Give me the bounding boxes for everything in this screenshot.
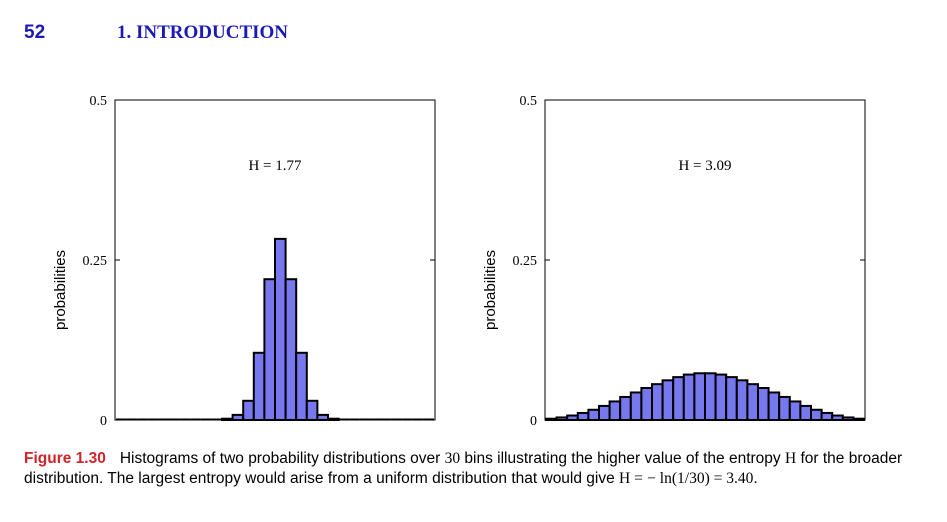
histogram-bar xyxy=(810,408,823,422)
plot-frame xyxy=(544,99,866,421)
histogram-bar xyxy=(735,379,749,422)
y-tick-label: 0.25 xyxy=(83,254,108,269)
y-axis-label: probabilities xyxy=(52,250,69,330)
histogram-bar xyxy=(587,408,601,422)
y-tick-label: 0.25 xyxy=(513,254,538,269)
histogram-bar xyxy=(629,391,643,422)
histogram-bar xyxy=(284,278,298,421)
histogram-bar xyxy=(327,417,340,422)
histogram-bar xyxy=(799,404,812,422)
histogram-svg: 0 0.25 0.5 probabilities H = 1.77 xyxy=(52,94,436,429)
histogram-bar xyxy=(852,417,865,422)
histogram-bar xyxy=(231,413,245,422)
histogram-bar xyxy=(274,237,287,421)
histogram-bar xyxy=(757,387,770,421)
histogram-bar xyxy=(619,395,632,421)
y-tick-label: 0 xyxy=(530,414,537,429)
histogram-bar xyxy=(252,351,266,421)
entropy-annotation: H = 3.09 xyxy=(678,158,731,174)
chapter-title: 1. INTRODUCTION xyxy=(117,22,289,43)
y-tick-label: 0 xyxy=(100,414,107,429)
y-tick-label: 0.5 xyxy=(520,94,538,109)
histogram-bar xyxy=(598,404,611,422)
histogram-bar xyxy=(651,383,664,422)
histogram-bar xyxy=(767,391,781,422)
histogram-bar xyxy=(608,400,622,422)
histogram-bar xyxy=(576,411,590,421)
caption-uniform-entropy: − ln(1/30) = 3.40 xyxy=(647,469,754,487)
histogram-bar xyxy=(263,278,276,421)
histogram-bar xyxy=(725,376,738,421)
histogram-right: 0 0.25 0.5 probabilities H = 3.09 xyxy=(470,80,910,430)
histogram-bar xyxy=(693,372,706,421)
histogram-bar xyxy=(778,395,791,421)
histogram-bar xyxy=(714,373,728,421)
histogram-bar xyxy=(672,376,685,421)
caption-bins-number: 30 xyxy=(444,450,461,467)
histogram-bar xyxy=(545,417,558,422)
caption-entropy-eq: H = xyxy=(619,469,643,487)
histogram-bar xyxy=(661,379,675,422)
caption-period: . xyxy=(753,469,758,487)
histogram-bar xyxy=(555,416,569,422)
caption-text-2: bins illustrating the higher value of th… xyxy=(460,450,781,467)
y-axis-label: probabilities xyxy=(482,250,499,330)
histogram-bar xyxy=(305,399,319,421)
histogram-bar xyxy=(682,373,696,421)
histogram-bar xyxy=(566,414,579,421)
figure-caption: Figure 1.30 Histograms of two probability… xyxy=(24,449,904,488)
histogram-left: 0 0.25 0.5 probabilities H = 1.77 xyxy=(40,80,480,430)
histogram-svg: 0 0.25 0.5 probabilities H = 3.09 xyxy=(482,94,866,429)
histogram-bar xyxy=(295,351,308,421)
histogram-bar xyxy=(746,383,759,422)
caption-text-1: Histograms of two probability distributi… xyxy=(119,450,445,467)
figure-label: Figure 1.30 xyxy=(24,450,106,467)
y-tick-label: 0.5 xyxy=(90,94,108,109)
histogram-bar xyxy=(841,416,855,422)
entropy-annotation: H = 1.77 xyxy=(248,158,302,174)
histogram-bar xyxy=(704,372,717,421)
caption-entropy-var: H xyxy=(784,450,797,467)
histogram-bar xyxy=(831,414,844,421)
histogram-bar xyxy=(242,399,255,421)
histogram-bar xyxy=(788,400,802,422)
page-number: 52 xyxy=(24,22,46,43)
histogram-bar xyxy=(640,387,653,421)
histogram-bar xyxy=(820,411,834,421)
caption-text-3: for the broader distribution. The larges… xyxy=(24,450,903,487)
histogram-bar xyxy=(316,413,329,422)
histogram-bar xyxy=(221,417,234,422)
